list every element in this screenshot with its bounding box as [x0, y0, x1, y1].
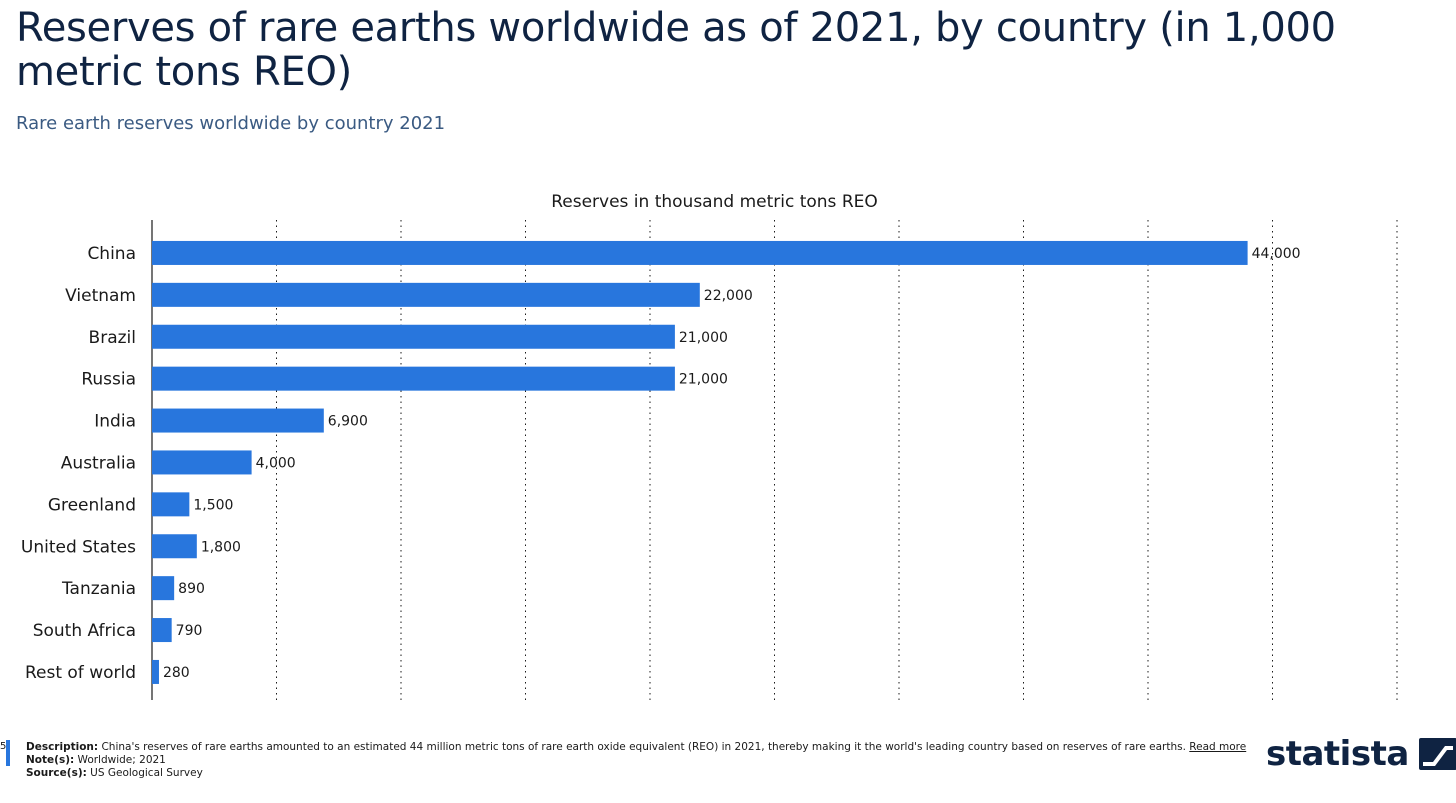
data-label: 1,800	[201, 539, 241, 555]
category-label: Russia	[81, 370, 136, 390]
chart-footer: Description: China's reserves of rare ea…	[26, 741, 1246, 780]
chart-title: Reserves of rare earths worldwide as of …	[16, 5, 1336, 95]
bar-australia[interactable]	[152, 450, 252, 475]
data-label: 790	[176, 623, 203, 639]
bar-brazil[interactable]	[152, 324, 675, 349]
source-text: US Geological Survey	[90, 767, 203, 779]
category-label: India	[94, 412, 136, 432]
logo-text: statista	[1266, 734, 1409, 774]
statista-logo-icon	[1418, 738, 1456, 770]
bar-chart: China 44,000 Vietnam 22,000 Brazil 21,000 Russ…	[21, 220, 1398, 700]
category-label: United States	[21, 537, 136, 557]
bar-india[interactable]	[152, 408, 324, 433]
bar-vietnam[interactable]	[152, 282, 700, 307]
bar-greenland[interactable]	[152, 492, 190, 517]
category-label: Australia	[61, 453, 136, 473]
bar-russia[interactable]	[152, 366, 675, 391]
source-label: Source(s):	[26, 767, 87, 779]
chart-subtitle: Rare earth reserves worldwide by country…	[16, 113, 446, 134]
category-label: Vietnam	[65, 286, 136, 306]
footer-accent-bar	[6, 740, 10, 766]
axis-caption: Reserves in thousand metric tons REO	[551, 192, 878, 212]
category-label: Brazil	[89, 328, 136, 348]
category-label: China	[87, 244, 136, 264]
category-label: Rest of world	[25, 663, 136, 683]
bar-china[interactable]	[152, 240, 1248, 265]
bar-united-states[interactable]	[152, 534, 197, 559]
read-more-link[interactable]: Read more	[1189, 741, 1247, 753]
description-text: China's reserves of rare earths amounted…	[101, 741, 1186, 753]
statista-logo[interactable]: statista	[1266, 734, 1456, 774]
data-label: 280	[163, 665, 190, 681]
data-label: 22,000	[704, 288, 753, 304]
category-label: Greenland	[48, 495, 136, 515]
bars	[152, 240, 1248, 684]
data-label: 4,000	[256, 455, 296, 471]
notes-text: Worldwide; 2021	[77, 754, 166, 766]
bar-rest-of-world[interactable]	[152, 659, 159, 684]
page-number: 5	[0, 741, 7, 752]
data-label: 6,900	[328, 414, 368, 430]
data-label: 44,000	[1252, 246, 1301, 262]
data-label: 21,000	[679, 330, 728, 346]
description-label: Description:	[26, 741, 99, 753]
data-label: 890	[178, 581, 205, 597]
bar-tanzania[interactable]	[152, 576, 175, 601]
notes-label: Note(s):	[26, 754, 75, 766]
bar-south-africa[interactable]	[152, 618, 172, 643]
category-label: South Africa	[33, 621, 136, 641]
labels: China 44,000 Vietnam 22,000 Brazil 21,000 Russ…	[21, 244, 1301, 683]
data-label: 1,500	[193, 497, 233, 513]
data-label: 21,000	[679, 372, 728, 388]
category-label: Tanzania	[61, 579, 136, 599]
